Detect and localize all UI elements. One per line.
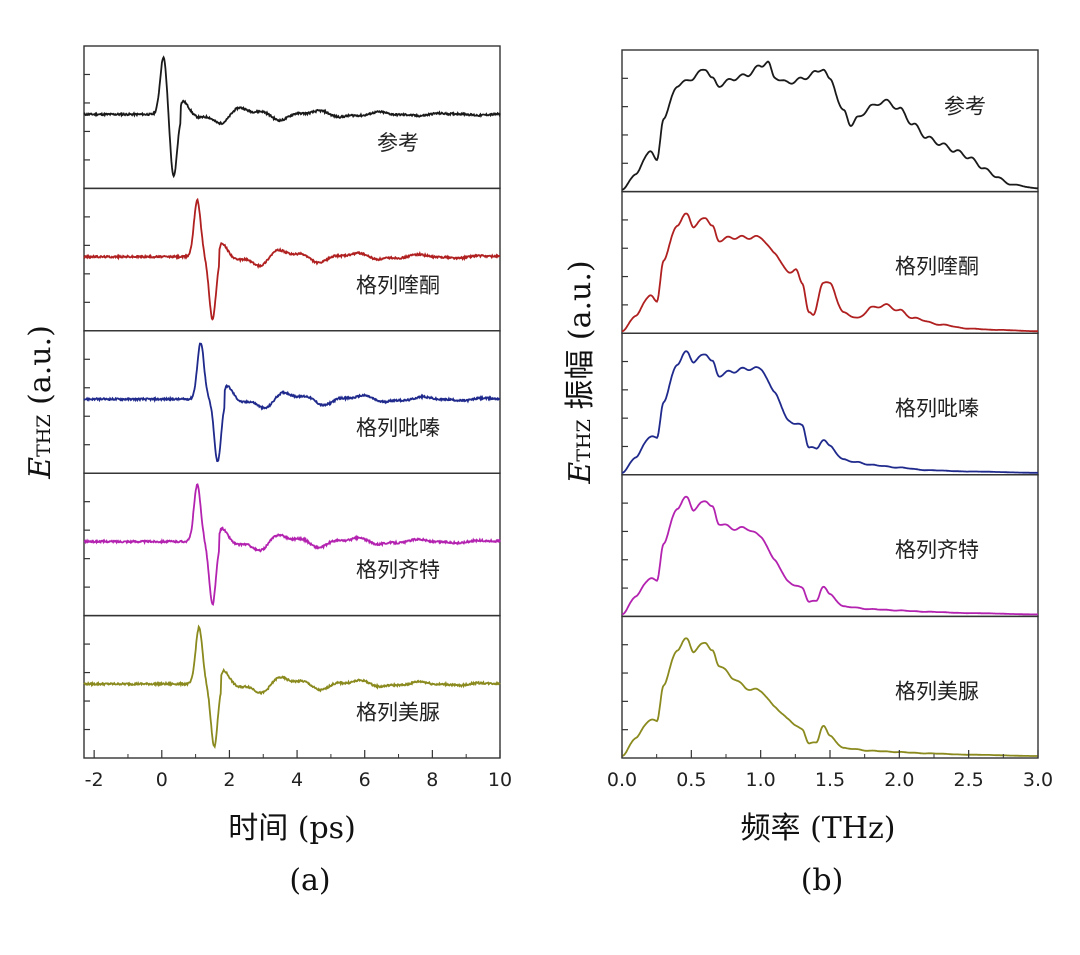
x-axis-title-unit: (THz): [810, 811, 895, 846]
time-trace-group: 格列吡嗪: [83, 330, 501, 474]
trace-label: 格列齐特: [356, 558, 440, 582]
x-axis-title-cjk: 时间: [228, 811, 288, 846]
time-trace-line: [83, 197, 501, 321]
trace-label: 格列美脲: [895, 680, 979, 704]
trace-label: 参考: [377, 131, 419, 155]
subplot-frame: [83, 330, 501, 474]
y-axis-title-gap: [563, 410, 598, 420]
x-tick-label: 6: [359, 769, 371, 791]
panel-label-a: (a): [289, 863, 330, 898]
y-axis-title-unit: (a.u.): [563, 260, 598, 340]
subplot-frame: [621, 49, 1039, 193]
x-tick-label: 2.0: [884, 769, 914, 791]
x-tick-label: 3.0: [1023, 769, 1053, 791]
trace-label: 参考: [944, 95, 986, 119]
x-tick-label: 1.0: [746, 769, 776, 791]
panel-label-b: (b): [801, 863, 844, 898]
time-trace-group: 格列喹酮: [83, 187, 501, 332]
trace-label: 格列喹酮: [356, 273, 440, 297]
time-trace-line: [83, 55, 501, 179]
time-trace-group: 格列齐特: [83, 472, 501, 617]
subplot-frame: [83, 187, 501, 332]
y-axis-title-symbol: E: [563, 462, 598, 485]
x-axis-title-gap: [288, 811, 298, 846]
x-tick-label: 1.5: [815, 769, 845, 791]
spectrum-line: [621, 350, 1038, 474]
subplot-frame: [83, 472, 501, 617]
x-tick-label: 2.5: [954, 769, 984, 791]
trace-label: 格列吡嗪: [356, 416, 440, 440]
time-trace-group: 参考: [83, 45, 501, 190]
spectrum-group: 参考: [621, 49, 1039, 193]
x-axis-title-unit: (ps): [298, 811, 356, 846]
spectrum-line: [621, 495, 1038, 616]
trace-label: 格列美脲: [356, 701, 440, 725]
spectrum-line: [621, 212, 1038, 333]
y-axis-title: ETHZ (a.u.): [23, 325, 58, 480]
trace-label: 格列喹酮: [895, 255, 979, 279]
trace-label: 格列齐特: [895, 538, 979, 562]
time-trace-line: [83, 624, 501, 749]
spectrum-group: 格列美脲: [621, 615, 1039, 759]
x-tick-label: 8: [426, 769, 438, 791]
y-axis-title-sub: THZ: [33, 414, 55, 456]
x-tick-label: 4: [291, 769, 303, 791]
y-axis-title-cjk: 振幅: [563, 350, 598, 410]
time-trace-line: [83, 483, 501, 607]
x-tick-label: 10: [488, 769, 512, 791]
x-tick-label: 2: [223, 769, 235, 791]
x-axis-title: 时间 (ps): [228, 811, 356, 846]
spectrum-group: 格列吡嗪: [621, 332, 1039, 476]
x-axis-title-gap: [801, 811, 811, 846]
x-axis-title: 频率 (THz): [741, 811, 896, 846]
subplot-frame: [83, 614, 501, 759]
subplot-frame: [83, 45, 501, 190]
x-tick-label: -2: [85, 769, 104, 791]
spectrum-group: 格列喹酮: [621, 190, 1039, 334]
y-axis-title-unit: (a.u.): [23, 325, 58, 405]
x-tick-label: 0: [156, 769, 168, 791]
y-axis-title: ETHZ 振幅 (a.u.): [563, 260, 598, 484]
y-axis-title-gap: [23, 405, 58, 415]
y-axis-title-symbol: E: [23, 457, 58, 480]
time-trace-line: [83, 342, 501, 463]
time-trace-group: 格列美脲: [83, 614, 501, 759]
y-axis-title-sub: THZ: [573, 419, 595, 461]
x-tick-label: 0.0: [607, 769, 637, 791]
trace-label: 格列吡嗪: [895, 396, 979, 420]
spectrum-line: [621, 60, 1038, 191]
y-axis-title-gap: [563, 340, 598, 350]
spectrum-group: 格列齐特: [621, 474, 1039, 618]
x-tick-label: 0.5: [676, 769, 706, 791]
x-axis-title-cjk: 频率: [741, 811, 801, 846]
